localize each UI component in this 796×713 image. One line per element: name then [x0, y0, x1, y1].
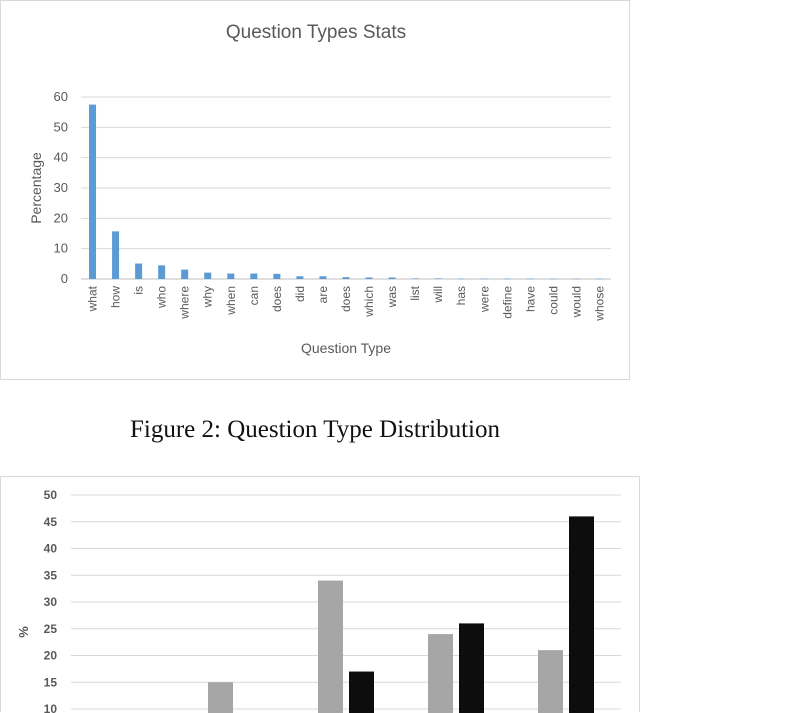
bar-is: [135, 263, 143, 279]
y-tick-label: 60: [54, 89, 68, 104]
bar-list: [411, 278, 419, 279]
bar-did: [296, 276, 304, 279]
bar-whose: [595, 278, 603, 280]
bar-have: [526, 278, 534, 280]
question-types-chart-svg: Question Types Stats 0 10 20 30 40 50 60 Percent…: [28, 22, 611, 356]
bar-will: [434, 278, 442, 279]
bar-group3-series1: [459, 623, 484, 713]
figure-caption: Figure 2: Question Type Distribution: [130, 416, 500, 443]
bar-where: [181, 269, 189, 279]
y-axis-label: %: [16, 626, 31, 638]
bar-can: [250, 273, 258, 279]
bar-group2-series0: [318, 580, 343, 713]
x-tick-label: define: [500, 286, 514, 319]
x-tick-label: whose: [592, 286, 606, 322]
x-axis-label: Question Type: [301, 340, 391, 356]
bar-group4-series0: [538, 650, 563, 713]
x-tick-label: will: [431, 286, 445, 304]
percentage-comparison-chart-svg: 10 15 20 25 30 35 40 45 50%: [16, 488, 621, 713]
y-tick-label: 0: [61, 271, 68, 286]
x-tick-label: can: [247, 286, 261, 305]
bar-which: [365, 277, 373, 279]
bar-who: [158, 265, 166, 279]
x-tick-label: when: [224, 286, 238, 316]
x-tick-label: were: [477, 286, 491, 313]
bar-were: [480, 278, 488, 280]
y-axis-label: Percentage: [28, 152, 44, 224]
bar-would: [572, 278, 580, 280]
bar-what: [89, 104, 97, 279]
y-tick-label: 25: [44, 622, 58, 636]
bar-group3-series0: [428, 634, 453, 713]
y-tick-label: 30: [44, 595, 58, 609]
y-tick-label: 40: [54, 150, 68, 165]
x-tick-label: where: [178, 286, 192, 320]
bar-define: [503, 278, 511, 280]
y-tick-label: 35: [44, 568, 58, 582]
bar-was: [388, 277, 396, 279]
x-tick-label: does: [339, 286, 353, 312]
x-tick-label: list: [408, 285, 422, 300]
bar-could: [549, 278, 557, 280]
y-tick-label: 40: [44, 542, 58, 556]
bar-does: [342, 277, 350, 279]
bar-why: [204, 272, 212, 279]
bar-does: [273, 273, 281, 279]
x-tick-label: why: [201, 286, 215, 308]
x-tick-label: who: [155, 286, 169, 309]
y-tick-label: 50: [44, 488, 58, 502]
y-tick-label: 15: [44, 675, 58, 689]
bar-has: [457, 278, 465, 280]
x-tick-label: have: [523, 286, 537, 312]
x-tick-label: what: [86, 285, 100, 312]
y-tick-label: 30: [54, 180, 68, 195]
x-tick-label: has: [454, 286, 468, 305]
y-tick-label: 45: [44, 515, 58, 529]
bar-group1-series0: [208, 682, 233, 713]
question-types-chart: Question Types Stats 0 10 20 30 40 50 60 Percent…: [0, 0, 630, 380]
y-tick-label: 20: [44, 649, 58, 663]
x-tick-label: how: [109, 286, 123, 308]
bar-are: [319, 276, 327, 279]
percentage-comparison-chart: 10 15 20 25 30 35 40 45 50%: [0, 476, 640, 713]
y-tick-label: 10: [54, 241, 68, 256]
x-tick-label: did: [293, 286, 307, 302]
bar-when: [227, 273, 235, 279]
x-tick-label: could: [546, 286, 560, 315]
chart-title: Question Types Stats: [226, 22, 406, 43]
bar-group4-series1: [569, 516, 594, 713]
x-tick-label: is: [132, 286, 146, 295]
x-tick-label: which: [362, 286, 376, 318]
x-tick-label: are: [316, 286, 330, 304]
bar-group2-series1: [349, 671, 374, 713]
y-tick-label: 50: [54, 119, 68, 134]
x-tick-label: does: [270, 286, 284, 312]
y-tick-label: 20: [54, 210, 68, 225]
x-tick-label: was: [385, 286, 399, 308]
y-tick-label: 10: [44, 702, 58, 713]
x-tick-label: would: [569, 286, 583, 318]
bar-how: [112, 231, 120, 279]
